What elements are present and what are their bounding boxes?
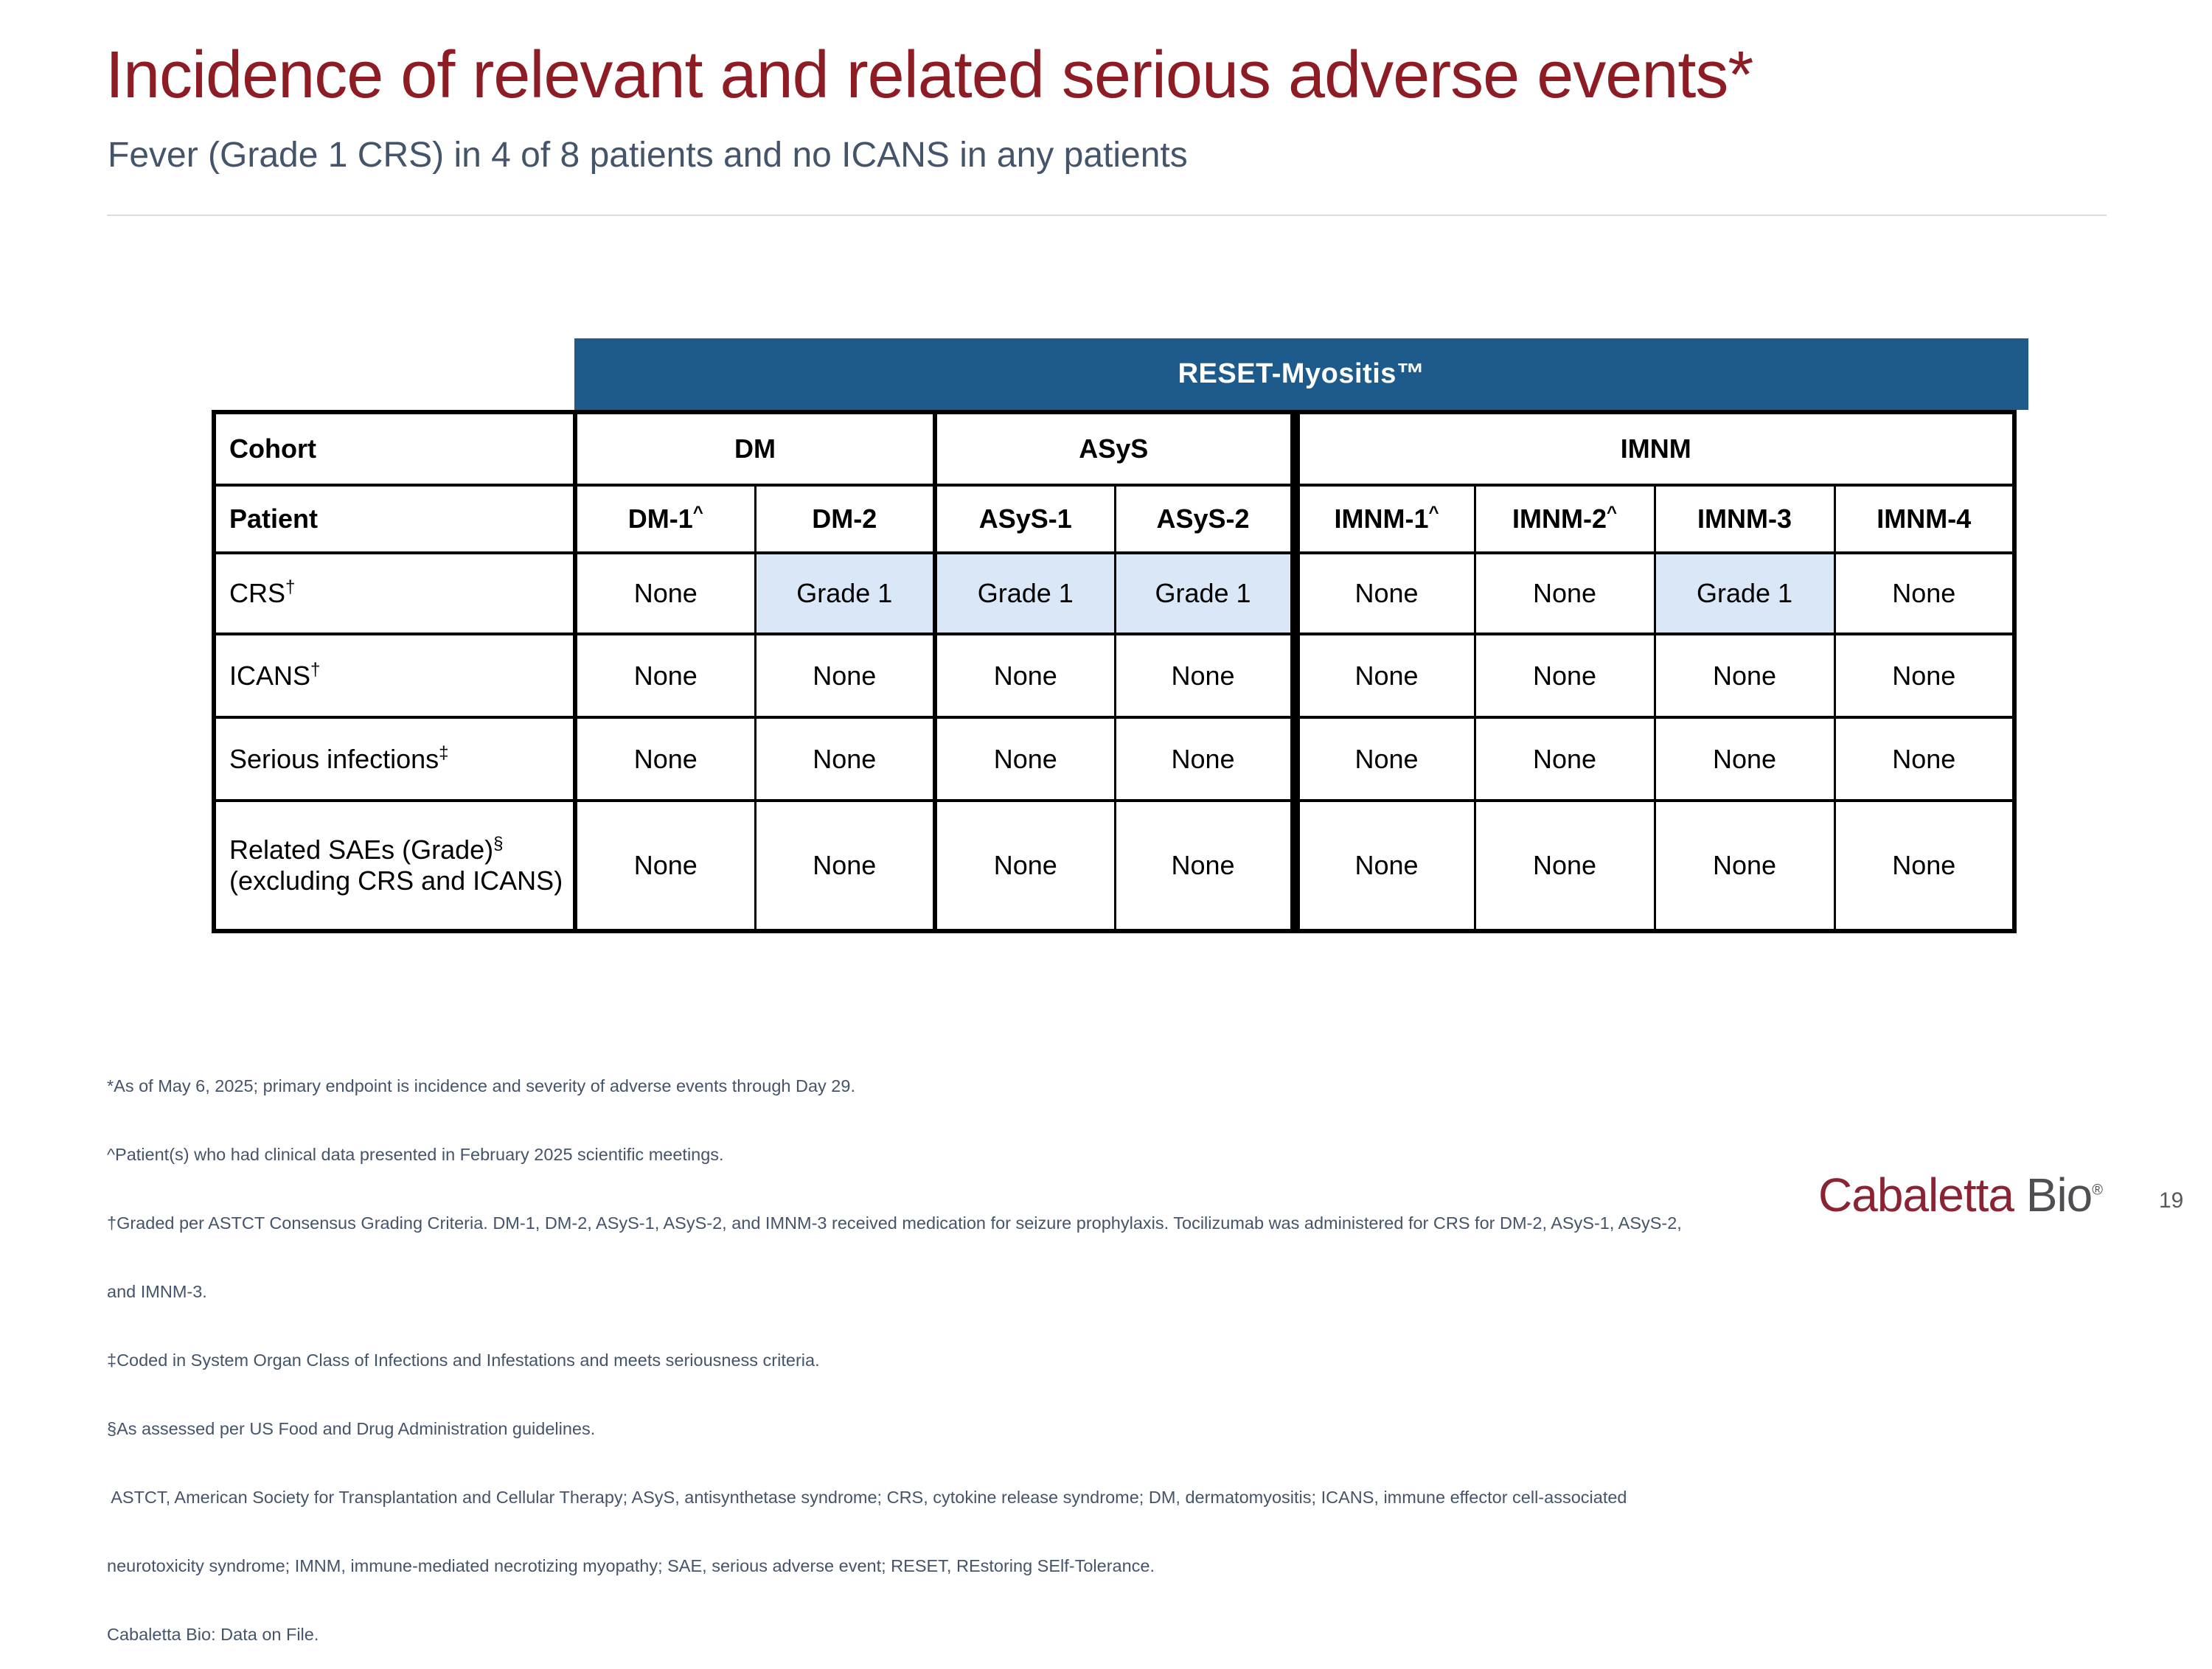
footnotes-block: *As of May 6, 2025; primary endpoint is … [107,1029,1994,1669]
cell-crs-imnm1: None [1293,551,1476,635]
cell-crs-imnm3: Grade 1 [1653,551,1836,635]
cell-sae-imnm4: None [1833,799,2016,933]
footnote-line: ^Patient(s) who had clinical data presen… [107,1145,724,1164]
patient-superscript: ^ [1606,503,1617,523]
patient-header-imnm4: IMNM-4 [1833,484,2016,554]
patient-label: DM-1 [627,504,693,534]
cell-sae-dm2: None [754,799,937,933]
cell-crs-imnm4: None [1833,551,2016,635]
row-label-text: ICANS [229,660,311,691]
row-label-text: Serious infections [229,743,439,774]
group-header-dm: DM [574,411,937,487]
page-number: 19 [2159,1188,2184,1213]
cell-si-asys2: None [1113,716,1300,802]
row-label-related-saes: Related SAEs (Grade)§ (excluding CRS and… [212,799,577,933]
group-header-imnm: IMNM [1293,411,2016,487]
cell-icans-imnm1: None [1293,633,1476,719]
patient-header-imnm2: IMNM-2^ [1473,484,1656,554]
row-label-text-line2: (excluding CRS and ICANS) [229,865,563,896]
cell-crs-dm1: None [574,551,757,635]
patient-header-dm2: DM-2 [754,484,937,554]
footnote-line: and IMNM-3. [107,1282,207,1301]
patient-superscript: ^ [1428,503,1439,523]
footnote-line: ‡Coded in System Organ Class of Infectio… [107,1351,820,1370]
cell-sae-imnm2: None [1473,799,1656,933]
table-banner-label: RESET-Myositis™ [1178,358,1425,389]
cell-si-imnm3: None [1653,716,1836,802]
cell-crs-dm2: Grade 1 [754,551,937,635]
cell-si-imnm2: None [1473,716,1656,802]
page-subtitle: Fever (Grade 1 CRS) in 4 of 8 patients a… [108,136,1188,175]
row-label-crs: CRS† [212,551,577,635]
cell-sae-asys1: None [933,799,1116,933]
patient-label: DM-2 [812,504,877,534]
cell-icans-imnm4: None [1833,633,2016,719]
cell-si-imnm4: None [1833,716,2016,802]
table-row-cohort: Cohort DM ASyS IMNM [212,411,2016,487]
row-label-superscript: ‡ [439,742,449,763]
row-label-text: Related SAEs (Grade) [229,834,494,865]
patient-header-imnm1: IMNM-1^ [1293,484,1476,554]
patient-header-dm1: DM-1^ [574,484,757,554]
patient-label: IMNM-2 [1512,504,1607,534]
table-row-crs: CRS† None Grade 1 Grade 1 Grade 1 None N… [212,551,2016,635]
patient-label: IMNM-3 [1697,504,1792,534]
cell-si-dm2: None [754,716,937,802]
cell-si-dm1: None [574,716,757,802]
cabaletta-bio-logo: Cabaletta Bio® [1818,1168,2103,1222]
footnote-line: *As of May 6, 2025; primary endpoint is … [107,1076,855,1095]
page-title: Incidence of relevant and related seriou… [105,38,1753,112]
cell-icans-asys2: None [1113,633,1300,719]
cohort-header-cell: Cohort [212,411,577,487]
logo-wordmark-bio-text: Bio [2025,1168,2093,1222]
row-label-superscript: § [493,834,504,854]
table-row-patient: Patient DM-1^ DM-2 ASyS-1 ASyS-2 IMNM-1^… [212,484,2016,554]
patient-label: IMNM-1 [1334,504,1429,534]
table-banner: RESET-Myositis™ [574,338,2028,410]
row-label-serious-infections: Serious infections‡ [212,716,577,802]
row-label-superscript: † [310,659,321,680]
row-label-icans: ICANS† [212,633,577,719]
group-header-asys: ASyS [933,411,1300,487]
patient-superscript: ^ [692,503,703,523]
footnote-line: §As assessed per US Food and Drug Admini… [107,1419,596,1438]
cell-sae-imnm3: None [1653,799,1836,933]
table-row-related-saes: Related SAEs (Grade)§ (excluding CRS and… [212,799,2016,933]
cell-crs-asys2: Grade 1 [1113,551,1300,635]
cell-sae-asys2: None [1113,799,1300,933]
cell-icans-dm2: None [754,633,937,719]
cell-sae-imnm1: None [1293,799,1476,933]
cell-si-imnm1: None [1293,716,1476,802]
cell-icans-dm1: None [574,633,757,719]
patient-header-asys2: ASyS-2 [1113,484,1300,554]
cell-sae-dm1: None [574,799,757,933]
divider-rule [107,215,2107,216]
patient-header-asys1: ASyS-1 [933,484,1116,554]
table-row-serious-infections: Serious infections‡ None None None None … [212,716,2016,802]
cell-icans-imnm2: None [1473,633,1656,719]
cell-icans-imnm3: None [1653,633,1836,719]
footnote-line: †Graded per ASTCT Consensus Grading Crit… [107,1213,1682,1233]
cell-icans-asys1: None [933,633,1116,719]
patient-label: ASyS-2 [1156,504,1250,534]
logo-wordmark-cabaletta: Cabaletta [1818,1168,2014,1222]
patient-label: IMNM-4 [1877,504,1972,534]
cell-crs-imnm2: None [1473,551,1656,635]
adverse-events-table: Cohort DM ASyS IMNM Patient DM-1^ DM-2 A… [212,410,2017,933]
cell-si-asys1: None [933,716,1116,802]
logo-wordmark-bio [2014,1168,2026,1222]
registered-trademark-icon: ® [2092,1182,2103,1199]
adverse-events-table-grid: Cohort DM ASyS IMNM Patient DM-1^ DM-2 A… [212,410,2017,933]
patient-header-cell: Patient [212,484,577,554]
row-label-superscript: † [285,577,296,597]
patient-header-imnm3: IMNM-3 [1653,484,1836,554]
row-label-text: CRS [229,578,286,608]
footnote-line: neurotoxicity syndrome; IMNM, immune-med… [107,1556,1155,1575]
table-row-icans: ICANS† None None None None None None Non… [212,633,2016,719]
footnote-line: ASTCT, American Society for Transplantat… [107,1488,1627,1507]
footnote-line: Cabaletta Bio: Data on File. [107,1625,319,1644]
cell-crs-asys1: Grade 1 [933,551,1116,635]
patient-label: ASyS-1 [978,504,1072,534]
